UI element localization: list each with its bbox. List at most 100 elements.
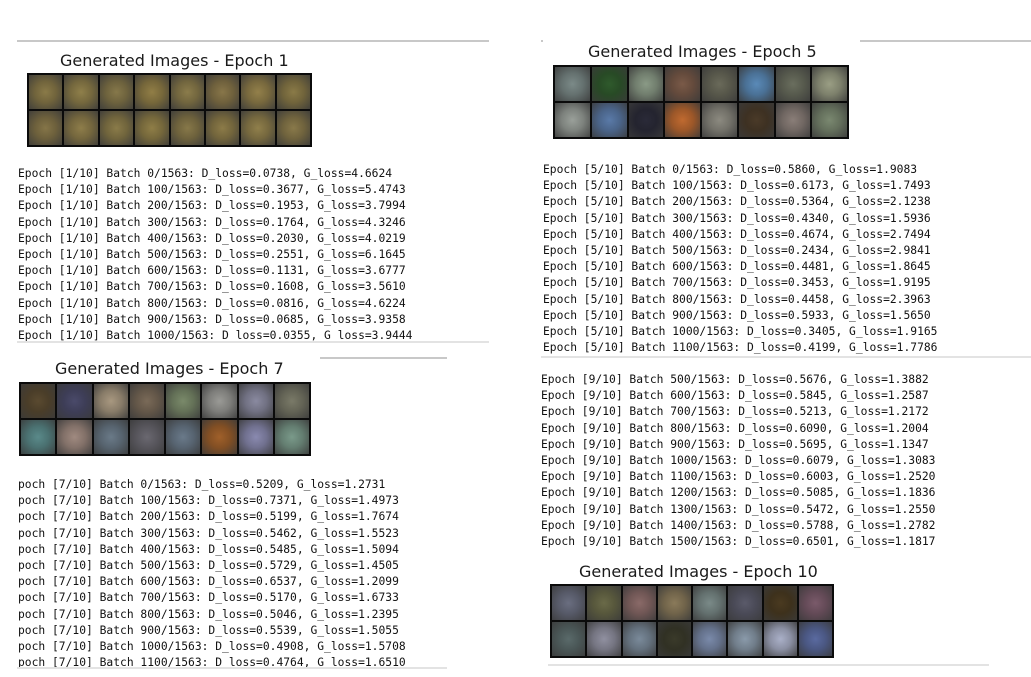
panel-title: Generated Images - Epoch 5 xyxy=(588,42,817,61)
generated-image-tile xyxy=(555,103,590,137)
generated-image-tile xyxy=(702,103,737,137)
generated-image-tile xyxy=(99,111,134,145)
log-line: Epoch [1/10] Batch 0/1563: D_loss=0.0738… xyxy=(18,167,393,180)
generated-image-tile xyxy=(135,75,169,109)
generated-image-tile xyxy=(99,75,134,109)
log-line: Epoch [5/10] Batch 0/1563: D_loss=0.5860… xyxy=(543,163,918,176)
training-log: Epoch [1/10] Batch 0/1563: D_loss=0.0738… xyxy=(18,166,412,344)
generated-images-grid xyxy=(27,73,312,147)
generated-image-tile xyxy=(205,111,240,145)
panel-divider xyxy=(541,356,1031,358)
generated-image-tile xyxy=(202,420,237,454)
generated-image-tile xyxy=(57,420,92,454)
generated-image-tile xyxy=(202,384,237,418)
panel-title: Generated Images - Epoch 7 xyxy=(55,359,284,378)
log-line: Epoch [5/10] Batch 500/1563: D_loss=0.24… xyxy=(543,243,931,257)
panel-divider xyxy=(860,40,1031,42)
log-line: Epoch [9/10] Batch 1000/1563: D_loss=0.6… xyxy=(541,453,936,467)
log-line: Epoch [5/10] Batch 200/1563: D_loss=0.53… xyxy=(543,195,931,209)
generated-image-tile xyxy=(775,67,811,101)
log-line: Epoch [1/10] Batch 500/1563: D_loss=0.25… xyxy=(18,247,406,261)
log-line: Epoch [1/10] Batch 900/1563: D_loss=0.06… xyxy=(18,312,406,326)
log-line: Epoch [9/10] Batch 600/1563: D_loss=0.58… xyxy=(541,389,929,403)
generated-image-tile xyxy=(763,622,797,656)
log-line: poch [7/10] Batch 1100/1563: D_loss=0.47… xyxy=(18,656,406,670)
generated-image-tile xyxy=(274,420,309,454)
log-line: Epoch [1/10] Batch 300/1563: D_loss=0.17… xyxy=(18,215,406,229)
log-line: Epoch [1/10] Batch 400/1563: D_loss=0.20… xyxy=(18,231,406,245)
generated-images-grid xyxy=(19,382,311,456)
generated-image-tile xyxy=(170,75,204,109)
panel-divider xyxy=(17,341,489,343)
generated-image-tile xyxy=(170,111,204,145)
generated-image-tile xyxy=(587,586,621,620)
generated-image-tile xyxy=(763,586,797,620)
generated-images-grid xyxy=(550,584,834,658)
log-line: Epoch [9/10] Batch 1500/1563: D_loss=0.6… xyxy=(541,534,936,548)
panel-title: Generated Images - Epoch 1 xyxy=(60,51,289,70)
log-line: Epoch [5/10] Batch 1100/1563: D_loss=0.4… xyxy=(543,341,938,355)
generated-image-tile xyxy=(622,586,656,620)
log-line: Epoch [1/10] Batch 600/1563: D_loss=0.11… xyxy=(18,264,406,278)
generated-image-tile xyxy=(665,67,700,101)
generated-image-tile xyxy=(166,420,201,454)
generated-image-tile xyxy=(238,384,273,418)
generated-image-tile xyxy=(552,586,586,620)
training-log: Epoch [5/10] Batch 0/1563: D_loss=0.5860… xyxy=(543,162,937,356)
log-line: poch [7/10] Batch 500/1563: D_loss=0.572… xyxy=(18,558,399,572)
generated-image-tile xyxy=(693,622,727,656)
generated-image-tile xyxy=(57,384,92,418)
log-line: poch [7/10] Batch 400/1563: D_loss=0.548… xyxy=(18,542,399,556)
log-line: Epoch [5/10] Batch 1000/1563: D_loss=0.3… xyxy=(543,324,938,338)
log-line: Epoch [5/10] Batch 300/1563: D_loss=0.43… xyxy=(543,211,931,225)
log-line: poch [7/10] Batch 0/1563: D_loss=0.5209,… xyxy=(18,478,386,491)
generated-image-tile xyxy=(274,384,309,418)
generated-image-tile xyxy=(728,622,762,656)
generated-image-tile xyxy=(21,384,56,418)
log-line: Epoch [9/10] Batch 1400/1563: D_loss=0.5… xyxy=(541,518,936,532)
log-line: Epoch [1/10] Batch 800/1563: D_loss=0.08… xyxy=(18,296,406,310)
generated-image-tile xyxy=(135,111,169,145)
log-line: Epoch [9/10] Batch 900/1563: D_loss=0.56… xyxy=(541,437,929,451)
generated-images-grid xyxy=(553,65,849,139)
generated-image-tile xyxy=(166,384,201,418)
generated-image-tile xyxy=(657,622,691,656)
generated-image-tile xyxy=(657,586,691,620)
generated-image-tile xyxy=(238,420,273,454)
generated-image-tile xyxy=(21,420,56,454)
generated-image-tile xyxy=(728,586,762,620)
log-line: Epoch [9/10] Batch 800/1563: D_loss=0.60… xyxy=(541,421,929,435)
generated-image-tile xyxy=(64,75,98,109)
generated-image-tile xyxy=(241,111,275,145)
log-line: poch [7/10] Batch 900/1563: D_loss=0.553… xyxy=(18,623,399,637)
log-line: Epoch [1/10] Batch 1000/1563: D_loss=0.0… xyxy=(18,328,413,342)
generated-image-tile xyxy=(129,420,164,454)
generated-image-tile xyxy=(738,103,774,137)
training-log: poch [7/10] Batch 0/1563: D_loss=0.5209,… xyxy=(18,477,406,671)
generated-image-tile xyxy=(775,103,811,137)
generated-image-tile xyxy=(622,622,656,656)
generated-image-tile xyxy=(591,67,627,101)
generated-image-tile xyxy=(276,111,310,145)
generated-image-tile xyxy=(29,75,63,109)
training-log: Epoch [9/10] Batch 500/1563: D_loss=0.56… xyxy=(541,372,935,550)
generated-image-tile xyxy=(738,67,774,101)
generated-image-tile xyxy=(552,622,586,656)
log-line: poch [7/10] Batch 1000/1563: D_loss=0.49… xyxy=(18,639,406,653)
generated-image-tile xyxy=(64,111,98,145)
log-line: Epoch [1/10] Batch 700/1563: D_loss=0.16… xyxy=(18,280,406,294)
log-line: poch [7/10] Batch 600/1563: D_loss=0.653… xyxy=(18,575,399,589)
log-line: Epoch [5/10] Batch 700/1563: D_loss=0.34… xyxy=(543,276,931,290)
generated-image-tile xyxy=(93,420,128,454)
generated-image-tile xyxy=(628,103,664,137)
panel-divider xyxy=(17,667,447,669)
generated-image-tile xyxy=(555,67,590,101)
log-line: poch [7/10] Batch 700/1563: D_loss=0.517… xyxy=(18,591,399,605)
log-line: Epoch [5/10] Batch 900/1563: D_loss=0.59… xyxy=(543,308,931,322)
generated-image-tile xyxy=(129,384,164,418)
generated-image-tile xyxy=(702,67,737,101)
generated-image-tile xyxy=(93,384,128,418)
generated-image-tile xyxy=(29,111,63,145)
generated-image-tile xyxy=(587,622,621,656)
log-line: Epoch [5/10] Batch 400/1563: D_loss=0.46… xyxy=(543,227,931,241)
